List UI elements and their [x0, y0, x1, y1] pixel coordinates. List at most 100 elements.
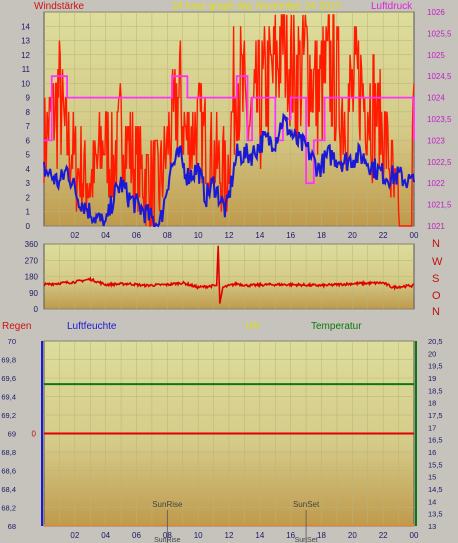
x-tick-label: 04: [101, 531, 110, 540]
direction-label-n2: N: [432, 306, 440, 318]
temperature-tick-label: 18,5: [428, 386, 443, 395]
x-tick-label: 06: [132, 231, 141, 240]
rain-label: Regen: [2, 321, 32, 332]
direction-tick-label: 90: [29, 289, 38, 298]
pressure-tick-label: 1025: [427, 51, 445, 60]
uv-label: UV: [246, 321, 260, 332]
temperature-tick-label: 13,5: [428, 510, 443, 519]
x-tick-label: 14: [255, 531, 264, 540]
wind-tick-label: 14: [21, 22, 30, 31]
pressure-tick-label: 1024: [427, 94, 445, 103]
x-tick-label: 14: [255, 231, 264, 240]
x-tick-label: 16: [286, 231, 295, 240]
sunset-label: SunSet: [293, 500, 320, 509]
temperature-tick-label: 17,5: [428, 411, 443, 420]
pressure-line: [44, 75, 415, 185]
x-tick-label: 12: [225, 231, 234, 240]
x-tick-label: 22: [379, 231, 388, 240]
x-tick-label: 02: [70, 231, 79, 240]
sunrise-label: SunRise: [152, 500, 183, 509]
temperature-tick-label: 13: [428, 522, 436, 531]
wind-tick-label: 11: [22, 65, 31, 74]
temperature-tick-label: 20,5: [428, 337, 443, 346]
temperature-tick-label: 15,5: [428, 460, 443, 469]
direction-tick-label: 360: [25, 240, 39, 249]
humidity-tick-label: 68,6: [1, 467, 16, 476]
humidity-tick-label: 68,8: [1, 448, 16, 457]
x-tick-label: 12: [225, 531, 234, 540]
wind-direction-line: [43, 245, 414, 304]
direction-tick-label: 180: [25, 273, 39, 282]
wind-tick-label: 1: [26, 208, 31, 217]
pressure-label: Luftdruck: [371, 1, 413, 12]
wind-average-line: [43, 112, 415, 228]
humidity-tick-label: 69,6: [1, 374, 16, 383]
humidity-tick-label: 69,2: [1, 411, 16, 420]
wind-tick-label: 8: [26, 108, 31, 117]
wind-tick-label: 12: [21, 51, 30, 60]
temperature-tick-label: 19: [428, 374, 436, 383]
direction-tick-label: 0: [34, 305, 39, 314]
wind-tick-label: 4: [26, 165, 31, 174]
sunset-bottom-label: SunSet: [295, 537, 318, 543]
direction-label-o: O: [432, 290, 441, 302]
humidity-tick-label: 68: [8, 522, 16, 531]
humidity-tick-label: 68,2: [1, 504, 16, 513]
x-tick-label: 04: [101, 231, 110, 240]
pressure-tick-label: 1022: [427, 179, 445, 188]
rain-zero-label: 0: [32, 430, 37, 439]
humidity-label: Luftfeuchte: [67, 321, 117, 332]
x-tick-label: 18: [317, 231, 326, 240]
x-tick-label: 16: [286, 531, 295, 540]
wind-tick-label: 6: [26, 136, 31, 145]
x-tick-label: 02: [70, 531, 79, 540]
x-tick-label: 22: [379, 531, 388, 540]
temperature-tick-label: 14: [428, 497, 436, 506]
wind-strength-label: Windstärke: [34, 1, 85, 12]
x-tick-label: 06: [132, 531, 141, 540]
humidity-tick-label: 69,8: [1, 356, 16, 365]
wind-tick-label: 3: [26, 179, 31, 188]
wind-tick-label: 7: [26, 122, 31, 131]
x-tick-label: 00: [410, 231, 419, 240]
x-tick-label: 08: [163, 231, 172, 240]
temperature-tick-label: 14,5: [428, 485, 443, 494]
temperature-tick-label: 18: [428, 399, 436, 408]
x-tick-label: 00: [410, 531, 419, 540]
pressure-tick-label: 1021: [427, 222, 445, 231]
temperature-tick-label: 16: [428, 448, 436, 457]
direction-label-s: S: [432, 273, 440, 285]
humidity-tick-label: 68,4: [1, 485, 16, 494]
temperature-tick-label: 15: [428, 473, 436, 482]
x-tick-label: 10: [194, 531, 203, 540]
x-tick-label: 18: [317, 531, 326, 540]
temperature-label: Temperatur: [311, 321, 362, 332]
wind-tick-label: 2: [26, 193, 31, 202]
temperature-tick-label: 16,5: [428, 436, 443, 445]
humidity-tick-label: 69,4: [1, 393, 16, 402]
pressure-tick-label: 1026: [427, 8, 445, 17]
x-tick-label: 20: [348, 231, 357, 240]
wind-tick-label: 5: [26, 151, 31, 160]
x-tick-label: 20: [348, 531, 357, 540]
pressure-tick-label: 1023,5: [427, 115, 452, 124]
sunrise-bottom-label: SunRise: [154, 537, 181, 543]
pressure-tick-label: 1021,5: [427, 201, 452, 210]
pressure-tick-label: 1022,5: [427, 158, 452, 167]
direction-tick-label: 270: [25, 256, 39, 265]
wind-tick-label: 13: [21, 37, 30, 46]
temperature-tick-label: 17: [428, 423, 436, 432]
wind-tick-label: 0: [26, 222, 31, 231]
direction-label-w: W: [432, 256, 443, 268]
wind-tick-label: 10: [21, 79, 30, 88]
temperature-tick-label: 19,5: [428, 362, 443, 371]
temperature-tick-label: 20: [428, 349, 436, 358]
direction-label-n: N: [432, 238, 440, 250]
wind-gust-line: [43, 14, 415, 227]
graph-title: 24 hour graph day November 24 2017: [172, 1, 342, 12]
pressure-tick-label: 1023: [427, 136, 445, 145]
wind-tick-label: 9: [26, 94, 31, 103]
pressure-tick-label: 1024,5: [427, 72, 452, 81]
